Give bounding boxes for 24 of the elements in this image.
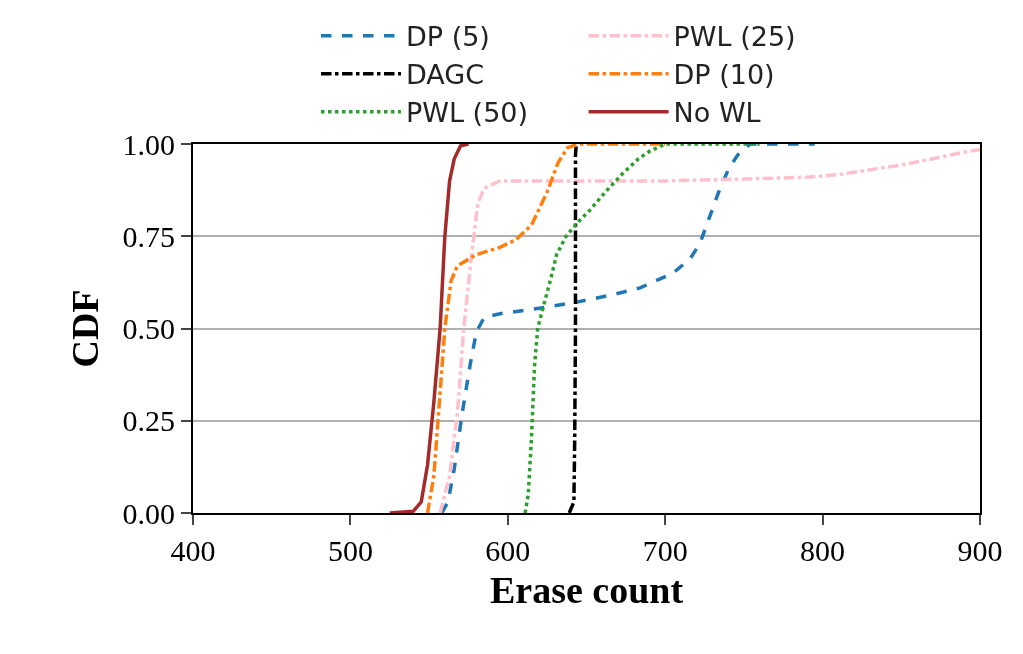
y-axis-title: CDF <box>64 289 107 368</box>
legend-label: DP (5) <box>406 21 490 53</box>
y-tick-label: 0.50 <box>122 312 175 345</box>
line-series <box>438 147 980 513</box>
line-series <box>439 144 817 513</box>
line-series <box>388 144 471 513</box>
y-tick-label: 0.75 <box>122 219 175 253</box>
legend-label: PWL (50) <box>406 97 529 129</box>
y-tick-label: 0.00 <box>122 496 175 530</box>
legend-label: PWL (25) <box>673 21 796 53</box>
line-series <box>523 144 762 513</box>
x-axis-title: Erase count <box>489 568 684 611</box>
x-tick-label: 600 <box>485 534 531 567</box>
x-tick-label: 500 <box>327 534 373 567</box>
x-tick-label: 400 <box>170 534 216 567</box>
line-series <box>425 144 667 513</box>
legend-label: DP (10) <box>673 59 775 91</box>
x-tick-label: 800 <box>800 534 846 567</box>
x-tick-label: 900 <box>957 534 1003 567</box>
legend-label: DAGC <box>406 59 485 91</box>
y-tick-label: 1.00 <box>122 127 175 161</box>
legend-label: No WL <box>673 97 761 129</box>
y-tick-label: 0.25 <box>122 404 175 438</box>
x-tick-label: 700 <box>642 534 688 567</box>
